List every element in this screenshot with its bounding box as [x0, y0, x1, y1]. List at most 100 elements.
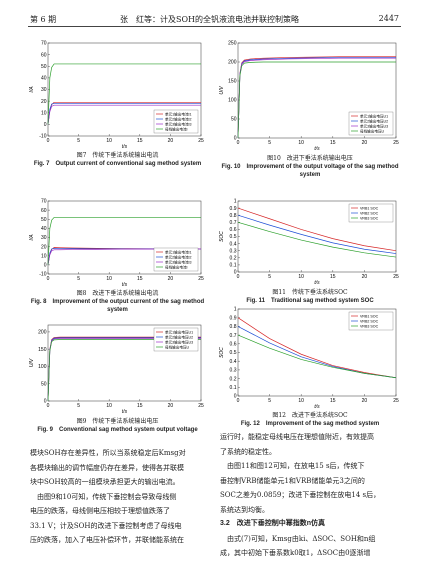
y-tick-label: 0.7: [230, 220, 237, 226]
legend-label: VRB2 SOC: [360, 320, 379, 324]
series-line: [237, 317, 397, 379]
y-tick-label: 0.7: [230, 333, 237, 339]
x-tick-label: 10: [298, 140, 304, 146]
y-axis-label: I/A: [29, 234, 35, 241]
legend-label: 单元2输出电流I2: [165, 117, 192, 122]
y-tick-label: 0: [234, 394, 237, 400]
y-tick-label: 0.5: [230, 234, 237, 240]
caption-cn: 图11 传统下垂法系统SOC: [272, 289, 348, 296]
x-tick-label: 5: [268, 140, 271, 146]
x-tick-label: 25: [198, 138, 204, 144]
series-line: [47, 217, 201, 265]
x-tick-label: 5: [77, 403, 80, 409]
y-tick-label: 0.9: [230, 315, 237, 321]
y-tick-label: 10: [41, 253, 47, 259]
y-tick-label: 0.2: [230, 376, 237, 382]
y-tick-label: 0: [44, 399, 47, 405]
x-tick-label: 0: [47, 276, 50, 282]
y-axis-label: SOC: [219, 347, 225, 358]
legend-label: VRB3 SOC: [360, 325, 379, 329]
header-rule: [28, 26, 401, 27]
y-tick-label: 50: [41, 381, 47, 387]
caption: 图12 改进下垂法系统SOC Fig. 12 Improvement of the…: [216, 412, 404, 428]
text-line: 由图11和图12可知，在放电15 s后，传统下: [220, 462, 365, 470]
y-tick-label: 0.1: [230, 263, 237, 269]
x-tick-label: 10: [298, 398, 304, 404]
y-axis-label: SOC: [219, 231, 225, 242]
x-tick-label: 20: [362, 140, 368, 146]
page-number: 2447: [378, 14, 399, 23]
legend-label: 母线输出电压U: [165, 345, 190, 350]
caption-cn: 图12 改进下垂法系统SOC: [272, 412, 348, 419]
y-tick-label: 30: [41, 235, 47, 241]
x-tick-label: 15: [137, 403, 143, 409]
y-tick-label: -10: [39, 272, 46, 278]
y-tick-label: 0.4: [230, 241, 237, 247]
y-tick-label: 0: [234, 136, 237, 142]
legend-box: [153, 327, 199, 352]
x-axis-label: t/s: [122, 409, 128, 415]
y-axis-label: U/V: [219, 86, 225, 95]
legend-label: 单元2输出电压U2: [360, 119, 388, 124]
caption: 图8 改进下垂法系统输出电流 Fig. 8 Improvement of the …: [26, 290, 209, 314]
x-tick-label: 5: [77, 276, 80, 282]
legend-label: 单元3输出电流I3: [165, 122, 192, 127]
y-tick-label: 60: [41, 208, 47, 214]
legend-label: 单元1输出电流I1: [165, 250, 192, 255]
y-tick-label: 100: [228, 98, 237, 104]
y-tick-label: 0.2: [230, 256, 237, 262]
plot-frame: [47, 324, 202, 402]
y-tick-label: 70: [41, 199, 47, 205]
legend-box: [348, 311, 394, 331]
legend-label: VRB1 SOC: [360, 315, 379, 319]
caption: 图10 改进下垂法系统输出电压 Fig. 10 Improvement of th…: [216, 155, 404, 179]
x-tick-label: 25: [393, 274, 399, 280]
x-tick-label: 0: [237, 140, 240, 146]
legend-box: [348, 203, 394, 223]
y-tick-label: 0: [44, 263, 47, 269]
legend-label: VRB1 SOC: [360, 207, 379, 211]
text-line: 模块SOH存在差异性，所以当系统稳定后Kmsg对: [30, 449, 186, 457]
body-left: 模块SOH存在差异性，所以当系统稳定后Kmsg对 各模块输出的调节幅度仍存在差异，…: [30, 446, 186, 548]
y-tick-label: 1: [234, 199, 237, 205]
x-axis-label: t/s: [314, 404, 320, 410]
y-tick-label: 1: [234, 307, 237, 313]
caption-en: Fig. 12 Improvement of the sag method sy…: [240, 421, 380, 427]
x-tick-label: 0: [47, 403, 50, 409]
legend-box: [348, 111, 394, 136]
text-line: 系统达到均衡。: [220, 505, 269, 514]
legend-label: 单元2输出电压U2: [165, 335, 193, 340]
x-tick-label: 15: [330, 140, 336, 146]
caption-en: Fig. 10 Improvement of the output voltag…: [221, 164, 399, 178]
x-tick-label: 20: [168, 138, 174, 144]
y-tick-label: 50: [41, 217, 47, 223]
y-tick-label: 20: [41, 244, 47, 250]
series-line: [237, 214, 397, 254]
y-tick-label: 30: [41, 87, 47, 93]
series-line: [237, 221, 397, 258]
y-tick-label: -10: [39, 134, 46, 140]
text-line: 压的跌落，加入了电压补偿环节，并联储能系统在: [30, 536, 184, 544]
legend-box: [153, 247, 199, 272]
x-tick-label: 25: [198, 403, 204, 409]
series-line: [237, 207, 397, 252]
running-title: 张 红等：计及SOH的全钒液流电池并联控制策略: [120, 15, 300, 24]
caption-cn: 图10 改进下垂法系统输出电压: [267, 155, 353, 162]
series-line: [237, 334, 397, 379]
plot-frame: [237, 42, 397, 139]
text-line: 3.2 改进下垂控制中幂指数n仿真: [220, 520, 326, 527]
x-tick-label: 15: [137, 138, 143, 144]
text-line: 运行时，能稳定母线电压在理想值附近，有效提高: [220, 433, 374, 441]
y-tick-label: 50: [41, 64, 47, 70]
x-tick-label: 15: [330, 398, 336, 404]
series-line: [47, 103, 201, 125]
x-tick-label: 15: [137, 276, 143, 282]
legend-label: 母线输出电压U: [360, 129, 385, 134]
y-tick-label: 0.4: [230, 359, 237, 365]
x-tick-label: 25: [393, 140, 399, 146]
x-tick-label: 0: [237, 398, 240, 404]
x-tick-label: 25: [198, 276, 204, 282]
caption-cn: 图9 传统下垂法系统输出电压: [76, 418, 159, 425]
legend-box: [153, 109, 199, 134]
x-tick-label: 20: [168, 276, 174, 282]
